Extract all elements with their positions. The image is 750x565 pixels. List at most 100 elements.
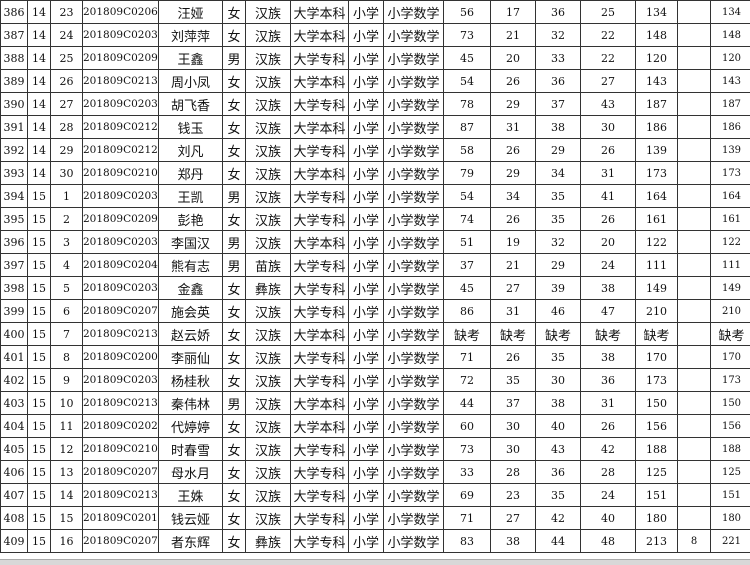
total-cell: 139 — [635, 138, 678, 162]
ethnicity-cell: 汉族 — [245, 460, 291, 484]
gender-cell: 女 — [222, 437, 246, 461]
total-cell: 170 — [635, 345, 678, 369]
name-cell: 秦伟林 — [158, 391, 223, 415]
score-1-cell: 44 — [443, 391, 491, 415]
gender-cell: 男 — [222, 230, 246, 254]
bonus-cell — [677, 483, 711, 507]
name-cell: 钱玉 — [158, 115, 223, 139]
school-level-cell: 小学 — [348, 207, 384, 231]
group-cell: 15 — [27, 437, 51, 461]
total-cell: 173 — [635, 368, 678, 392]
exam-id-cell: 201809C02077 — [82, 460, 159, 484]
name-cell: 杨桂秋 — [158, 368, 223, 392]
seat-cell: 7 — [50, 322, 83, 346]
education-cell: 大学专科 — [290, 437, 349, 461]
education-cell: 大学本科 — [290, 322, 349, 346]
score-1-cell: 71 — [443, 506, 491, 530]
score-1-cell: 54 — [443, 184, 491, 208]
score-3-cell: 29 — [535, 138, 581, 162]
exam-id-cell: 201809C02030 — [82, 23, 159, 47]
seat-cell: 25 — [50, 46, 83, 70]
seat-cell: 16 — [50, 529, 83, 553]
name-cell: 时春雪 — [158, 437, 223, 461]
subject-cell: 小学数学 — [383, 483, 444, 507]
score-1-cell: 72 — [443, 368, 491, 392]
horizontal-scrollbar[interactable] — [0, 559, 750, 565]
score-1-cell: 54 — [443, 69, 491, 93]
subject-cell: 小学数学 — [383, 207, 444, 231]
row-number-cell: 396 — [0, 230, 28, 254]
school-level-cell: 小学 — [348, 230, 384, 254]
score-2-cell: 34 — [490, 184, 536, 208]
score-4-cell: 30 — [580, 115, 636, 139]
bonus-cell — [677, 460, 711, 484]
score-4-cell: 24 — [580, 253, 636, 277]
ethnicity-cell: 汉族 — [245, 161, 291, 185]
education-cell: 大学本科 — [290, 69, 349, 93]
group-cell: 15 — [27, 460, 51, 484]
score-1-cell: 60 — [443, 414, 491, 438]
group-cell: 15 — [27, 207, 51, 231]
subject-cell: 小学数学 — [383, 138, 444, 162]
gender-cell: 男 — [222, 184, 246, 208]
score-1-cell: 73 — [443, 437, 491, 461]
school-level-cell: 小学 — [348, 506, 384, 530]
group-cell: 15 — [27, 276, 51, 300]
score-1-cell: 33 — [443, 460, 491, 484]
school-level-cell: 小学 — [348, 529, 384, 553]
bonus-cell — [677, 46, 711, 70]
subject-cell: 小学数学 — [383, 23, 444, 47]
education-cell: 大学本科 — [290, 23, 349, 47]
exam-id-cell: 201809C02106 — [82, 437, 159, 461]
score-4-cell: 22 — [580, 46, 636, 70]
bonus-cell — [677, 299, 711, 323]
name-cell: 金鑫 — [158, 276, 223, 300]
school-level-cell: 小学 — [348, 253, 384, 277]
table-row: 403 15 10 201809C02130 秦伟林男汉族 大学本科 小学 小学数学 44 37 3… — [0, 391, 750, 415]
ethnicity-cell: 汉族 — [245, 437, 291, 461]
ethnicity-cell: 汉族 — [245, 207, 291, 231]
seat-cell: 1 — [50, 184, 83, 208]
ethnicity-cell: 彝族 — [245, 529, 291, 553]
table-row: 394 15 1 201809C02034 王凯男汉族 大学专科 小学 小学数学 54 34 35 4… — [0, 184, 750, 208]
total-cell: 缺考 — [635, 322, 678, 346]
name-cell: 周小凤 — [158, 69, 223, 93]
education-cell: 大学专科 — [290, 483, 349, 507]
seat-cell: 24 — [50, 23, 83, 47]
school-level-cell: 小学 — [348, 276, 384, 300]
gender-cell: 女 — [222, 345, 246, 369]
group-cell: 15 — [27, 391, 51, 415]
table-row: 395 15 2 201809C02095 彭艳女汉族 大学专科 小学 小学数学 74 26 35 2… — [0, 207, 750, 231]
score-2-cell: 35 — [490, 368, 536, 392]
row-number-cell: 393 — [0, 161, 28, 185]
gender-cell: 女 — [222, 414, 246, 438]
score-4-cell: 27 — [580, 69, 636, 93]
exam-id-cell: 201809C02137 — [82, 69, 159, 93]
score-2-cell: 21 — [490, 253, 536, 277]
ethnicity-cell: 汉族 — [245, 92, 291, 116]
final-score-cell: 188 — [710, 437, 750, 461]
seat-cell: 6 — [50, 299, 83, 323]
gender-cell: 女 — [222, 23, 246, 47]
education-cell: 大学专科 — [290, 460, 349, 484]
group-cell: 15 — [27, 483, 51, 507]
gender-cell: 男 — [222, 46, 246, 70]
education-cell: 大学专科 — [290, 46, 349, 70]
score-2-cell: 26 — [490, 207, 536, 231]
education-cell: 大学专科 — [290, 253, 349, 277]
education-cell: 大学本科 — [290, 0, 349, 24]
exam-id-cell: 201809C02121 — [82, 138, 159, 162]
name-cell: 者东辉 — [158, 529, 223, 553]
exam-id-cell: 201809C02070 — [82, 299, 159, 323]
bonus-cell — [677, 138, 711, 162]
score-2-cell: 29 — [490, 161, 536, 185]
row-number-cell: 389 — [0, 69, 28, 93]
final-score-cell: 210 — [710, 299, 750, 323]
score-3-cell: 29 — [535, 253, 581, 277]
score-2-cell: 27 — [490, 276, 536, 300]
score-2-cell: 31 — [490, 115, 536, 139]
education-cell: 大学本科 — [290, 115, 349, 139]
subject-cell: 小学数学 — [383, 506, 444, 530]
score-1-cell: 45 — [443, 276, 491, 300]
seat-cell: 13 — [50, 460, 83, 484]
